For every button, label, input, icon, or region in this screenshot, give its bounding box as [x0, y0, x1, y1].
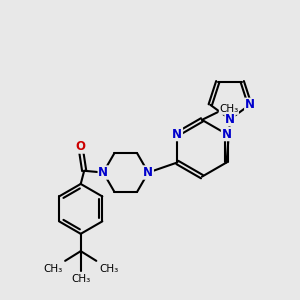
Text: N: N — [172, 128, 182, 141]
Text: N: N — [222, 128, 232, 141]
Text: N: N — [245, 98, 255, 111]
Text: CH₃: CH₃ — [219, 104, 238, 115]
Text: N: N — [225, 113, 235, 126]
Text: N: N — [143, 166, 153, 179]
Text: N: N — [98, 166, 108, 179]
Text: CH₃: CH₃ — [99, 264, 118, 274]
Text: CH₃: CH₃ — [71, 274, 90, 284]
Text: O: O — [76, 140, 86, 153]
Text: CH₃: CH₃ — [43, 264, 62, 274]
